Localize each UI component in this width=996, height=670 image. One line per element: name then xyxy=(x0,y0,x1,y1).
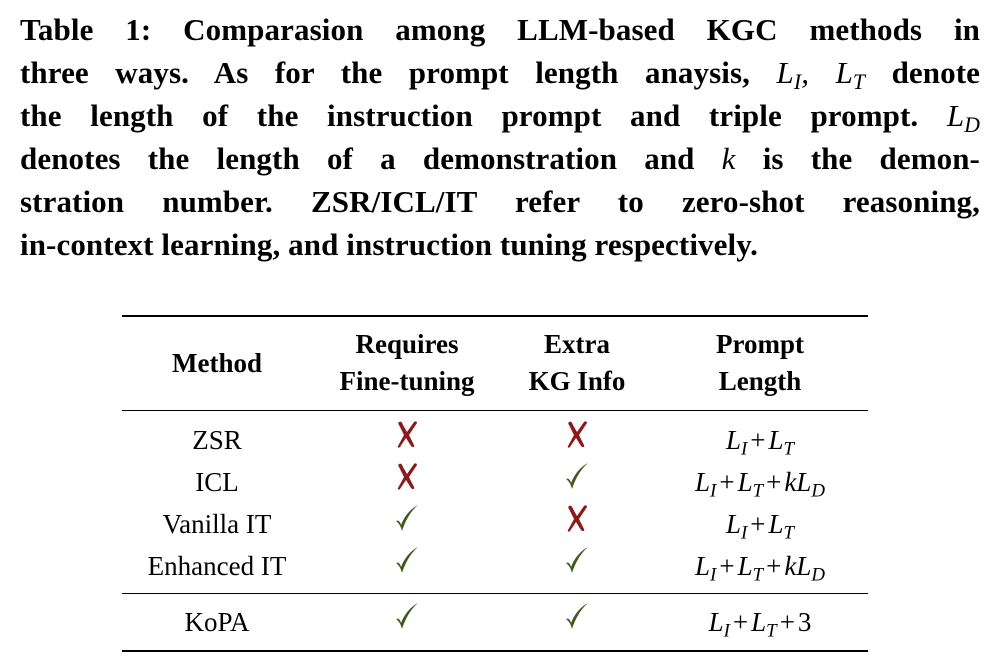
table-caption: Table 1: Comparasion among LLM-based KGC… xyxy=(20,8,980,266)
kg-info-cell xyxy=(502,411,652,462)
prompt-length-cell: LI + LT xyxy=(652,503,868,545)
table-row: KoPA LI + LT +3 xyxy=(122,593,868,652)
caption-line-3: the length of the instruction prompt and… xyxy=(20,98,980,138)
kg-info-cell xyxy=(502,594,652,652)
method-cell: KoPA xyxy=(184,607,250,637)
check-mark-icon xyxy=(394,545,420,575)
kg-info-cell xyxy=(502,545,652,594)
prompt-length-formula: LI + LT xyxy=(725,509,795,544)
fine-tuning-cell xyxy=(312,411,502,462)
prompt-length-formula: LI + LT + kLD xyxy=(695,467,825,502)
table-row: ICL LI + LT + kLD xyxy=(122,461,868,503)
table-row: ZSR LI + LT xyxy=(122,411,868,462)
caption-line-5: stration number. ZSR/ICL/IT refer to zer… xyxy=(20,184,980,219)
table-body: ZSR LI + LT ICL LI + LT + kLD Vanilla IT LI + LT Enhan… xyxy=(122,411,868,594)
check-mark-icon xyxy=(394,503,420,533)
fine-tuning-cell xyxy=(312,594,502,652)
method-cell: Vanilla IT xyxy=(162,509,272,539)
fine-tuning-cell xyxy=(312,461,502,503)
math-L-T: LT xyxy=(835,55,866,95)
math-L-D: LD xyxy=(946,98,980,138)
check-mark-icon xyxy=(564,545,590,575)
caption-line-4: denotes the length of a demonstration an… xyxy=(20,141,980,176)
kg-info-cell xyxy=(502,461,652,503)
prompt-length-cell: LI + LT + kLD xyxy=(652,461,868,503)
method-cell: ICL xyxy=(195,467,239,497)
kg-info-cell xyxy=(502,503,652,545)
cross-mark-icon xyxy=(565,419,589,449)
check-mark-icon xyxy=(564,601,590,631)
math-L-I: LI xyxy=(776,55,802,95)
cross-mark-icon xyxy=(565,503,589,533)
fine-tuning-cell xyxy=(312,503,502,545)
method-cell: ZSR xyxy=(192,425,242,455)
check-mark-icon xyxy=(564,461,590,491)
prompt-length-formula: LI + LT + kLD xyxy=(695,551,825,586)
cross-mark-icon xyxy=(395,461,419,491)
math-k: k xyxy=(721,141,736,176)
table-row: Vanilla IT LI + LT xyxy=(122,503,868,545)
fine-tuning-cell xyxy=(312,545,502,594)
comparison-table: Method Requires Fine-tuning Extra KG Info … xyxy=(122,315,868,652)
cross-mark-icon xyxy=(395,419,419,449)
table-body-ours: KoPA LI + LT +3 xyxy=(122,593,868,652)
check-mark-icon xyxy=(394,601,420,631)
header-method: Method xyxy=(172,347,262,378)
table-header: Method Requires Fine-tuning Extra KG Info … xyxy=(122,316,868,411)
header-fine-tuning: Requires Fine-tuning xyxy=(339,329,475,396)
prompt-length-cell: LI + LT + kLD xyxy=(652,545,868,594)
table-row: Enhanced IT LI + LT + kLD xyxy=(122,545,868,594)
caption-line-1: Table 1: Comparasion among LLM-based KGC… xyxy=(20,12,980,47)
prompt-length-cell: LI + LT +3 xyxy=(652,594,868,652)
prompt-length-formula: LI + LT xyxy=(725,425,795,460)
caption-line-6: in-context learning, and instruction tun… xyxy=(20,227,758,262)
prompt-length-cell: LI + LT xyxy=(652,411,868,462)
method-cell: Enhanced IT xyxy=(147,551,287,581)
header-kg-info: Extra KG Info xyxy=(528,329,626,396)
prompt-length-formula: LI + LT +3 xyxy=(708,607,812,642)
header-prompt-length: Prompt Length xyxy=(716,329,804,396)
caption-line-2: three ways. As for the prompt length ana… xyxy=(20,55,981,95)
